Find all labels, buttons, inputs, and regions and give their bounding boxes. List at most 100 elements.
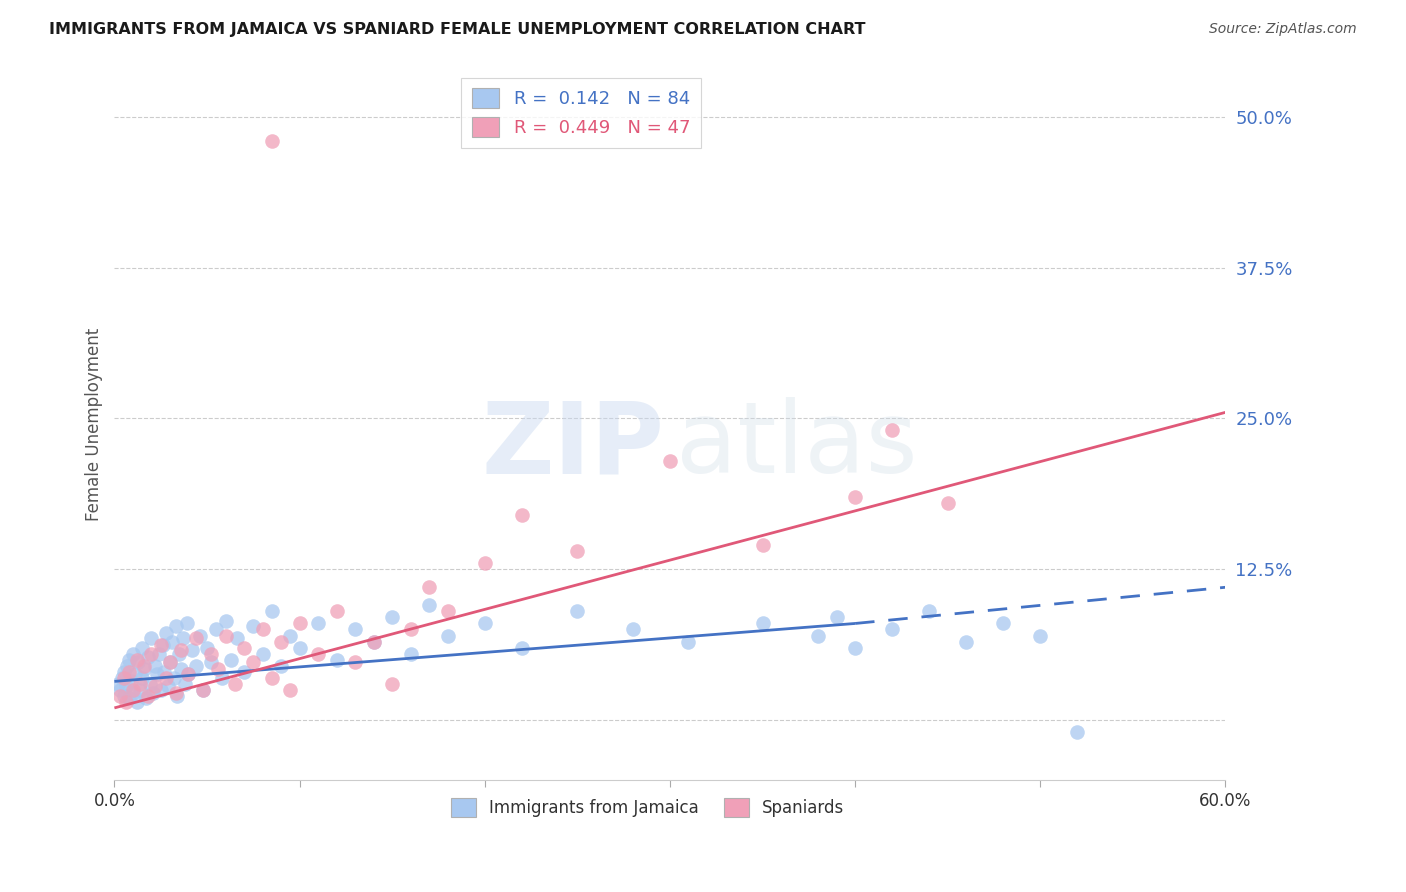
Point bbox=[184, 631, 207, 645]
Point bbox=[193, 682, 215, 697]
Point bbox=[252, 623, 274, 637]
Point bbox=[381, 677, 404, 691]
Point bbox=[125, 695, 148, 709]
Point bbox=[108, 682, 131, 697]
Point bbox=[195, 640, 218, 655]
Point bbox=[307, 647, 329, 661]
Point bbox=[751, 538, 773, 552]
Point bbox=[288, 616, 311, 631]
Point bbox=[188, 628, 211, 642]
Point bbox=[658, 453, 681, 467]
Point bbox=[118, 653, 141, 667]
Point bbox=[1029, 628, 1052, 642]
Point bbox=[567, 604, 589, 618]
Legend: Immigrants from Jamaica, Spaniards: Immigrants from Jamaica, Spaniards bbox=[443, 790, 853, 825]
Point bbox=[122, 682, 145, 697]
Point bbox=[225, 631, 247, 645]
Y-axis label: Female Unemployment: Female Unemployment bbox=[86, 327, 103, 521]
Point bbox=[148, 647, 170, 661]
Point bbox=[122, 647, 145, 661]
Point bbox=[129, 682, 152, 697]
Point bbox=[936, 496, 959, 510]
Point bbox=[381, 610, 404, 624]
Point bbox=[165, 686, 187, 700]
Point bbox=[436, 628, 458, 642]
Text: Source: ZipAtlas.com: Source: ZipAtlas.com bbox=[1209, 22, 1357, 37]
Point bbox=[567, 544, 589, 558]
Point bbox=[233, 640, 256, 655]
Text: IMMIGRANTS FROM JAMAICA VS SPANIARD FEMALE UNEMPLOYMENT CORRELATION CHART: IMMIGRANTS FROM JAMAICA VS SPANIARD FEMA… bbox=[49, 22, 866, 37]
Point bbox=[751, 616, 773, 631]
Point bbox=[146, 667, 169, 681]
Point bbox=[114, 679, 136, 693]
Point bbox=[224, 677, 246, 691]
Point bbox=[124, 667, 146, 681]
Point bbox=[170, 662, 193, 676]
Point bbox=[882, 623, 904, 637]
Point bbox=[918, 604, 941, 618]
Point bbox=[181, 643, 204, 657]
Point bbox=[252, 647, 274, 661]
Point bbox=[120, 674, 142, 689]
Point bbox=[474, 616, 496, 631]
Point bbox=[288, 640, 311, 655]
Point bbox=[207, 662, 229, 676]
Point bbox=[621, 623, 644, 637]
Point bbox=[117, 658, 139, 673]
Point bbox=[363, 634, 385, 648]
Point bbox=[260, 134, 283, 148]
Point bbox=[149, 682, 172, 697]
Point bbox=[193, 682, 215, 697]
Point bbox=[344, 623, 367, 637]
Point bbox=[118, 691, 141, 706]
Point bbox=[807, 628, 830, 642]
Point bbox=[108, 689, 131, 703]
Point bbox=[200, 647, 222, 661]
Point bbox=[418, 599, 440, 613]
Point bbox=[112, 689, 135, 703]
Point bbox=[214, 628, 236, 642]
Point bbox=[325, 604, 347, 618]
Point bbox=[825, 610, 848, 624]
Point bbox=[132, 662, 155, 676]
Point bbox=[242, 655, 264, 669]
Point bbox=[165, 619, 187, 633]
Point bbox=[157, 679, 180, 693]
Point bbox=[177, 667, 200, 681]
Point bbox=[166, 689, 188, 703]
Point bbox=[399, 623, 422, 637]
Point bbox=[278, 682, 301, 697]
Point bbox=[219, 653, 242, 667]
Point bbox=[122, 686, 145, 700]
Point bbox=[152, 638, 174, 652]
Point bbox=[138, 677, 160, 691]
Point bbox=[160, 634, 183, 648]
Point bbox=[155, 671, 177, 685]
Point bbox=[955, 634, 977, 648]
Point bbox=[882, 424, 904, 438]
Point bbox=[399, 647, 422, 661]
Point bbox=[141, 647, 163, 661]
Point bbox=[173, 677, 195, 691]
Point bbox=[132, 658, 155, 673]
Point bbox=[233, 665, 256, 679]
Point bbox=[131, 640, 153, 655]
Point bbox=[142, 686, 165, 700]
Point bbox=[260, 604, 283, 618]
Point bbox=[211, 671, 233, 685]
Point bbox=[993, 616, 1015, 631]
Text: ZIP: ZIP bbox=[481, 397, 665, 494]
Point bbox=[184, 658, 207, 673]
Point bbox=[325, 653, 347, 667]
Point bbox=[141, 631, 163, 645]
Point bbox=[260, 671, 283, 685]
Point bbox=[159, 655, 181, 669]
Point bbox=[143, 658, 166, 673]
Point bbox=[155, 626, 177, 640]
Point bbox=[170, 643, 193, 657]
Point bbox=[270, 634, 292, 648]
Point bbox=[270, 658, 292, 673]
Point bbox=[510, 508, 533, 522]
Point bbox=[436, 604, 458, 618]
Point bbox=[177, 667, 200, 681]
